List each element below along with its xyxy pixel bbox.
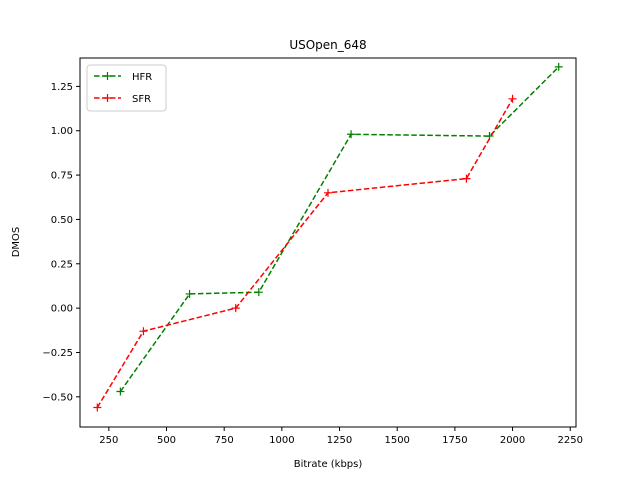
- y-tick-label: 0.50: [51, 215, 73, 226]
- legend-marker-sfr: [103, 94, 112, 102]
- data-point-sfr: [462, 174, 471, 183]
- data-point-hfr: [116, 387, 125, 396]
- data-point-hfr: [254, 288, 263, 297]
- series-line-hfr: [119, 66, 560, 392]
- x-tick-label: 500: [157, 435, 176, 446]
- y-tick-label: 1.25: [51, 82, 73, 93]
- plot-frame: [79, 57, 577, 428]
- x-tick-label: 1250: [327, 435, 352, 446]
- x-tick-label: 250: [99, 435, 118, 446]
- data-point-sfr: [139, 327, 148, 336]
- x-tick-label: 2000: [500, 435, 525, 446]
- y-tick-label: 0.75: [51, 171, 73, 182]
- legend-label-hfr: HFR: [132, 72, 152, 83]
- data-point-hfr: [185, 289, 194, 298]
- chart-title: USOpen_648: [289, 38, 366, 52]
- series-layer: [93, 62, 563, 412]
- x-tick-label: 1750: [442, 435, 467, 446]
- x-tick-label: 1000: [269, 435, 294, 446]
- ticks-layer: 250 500 750 1000 1250 1500 1750 2000 2250 −0.50 −0…: [42, 82, 583, 446]
- data-point-sfr: [231, 304, 240, 313]
- data-point-sfr: [93, 403, 102, 412]
- data-point-sfr: [324, 188, 332, 197]
- y-tick-label: 1.00: [51, 126, 73, 137]
- y-tick-label: −0.25: [42, 348, 73, 359]
- x-tick-label: 1500: [384, 435, 409, 446]
- data-point-hfr: [347, 130, 356, 139]
- x-tick-label: 750: [215, 435, 234, 446]
- legend: HFR SFR: [86, 64, 167, 112]
- legend-label-sfr: SFR: [132, 94, 151, 105]
- data-point-hfr: [554, 62, 563, 71]
- x-axis-label: Bitrate (kbps): [294, 459, 363, 470]
- y-tick-label: 0.00: [51, 304, 73, 315]
- series-line-sfr: [96, 98, 514, 408]
- legend-marker-hfr: [103, 72, 112, 80]
- legend-box: [86, 64, 167, 112]
- x-tick-label: 2250: [558, 435, 583, 446]
- y-axis-label: DMOS: [11, 227, 22, 258]
- data-point-sfr: [508, 94, 517, 103]
- y-tick-label: −0.50: [42, 392, 73, 403]
- y-tick-label: 0.25: [51, 259, 73, 270]
